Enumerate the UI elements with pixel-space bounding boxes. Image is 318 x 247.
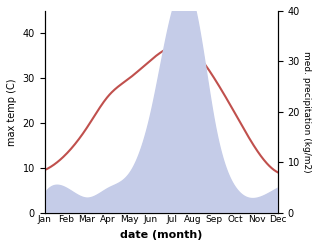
Y-axis label: med. precipitation (kg/m2): med. precipitation (kg/m2): [302, 51, 311, 173]
Y-axis label: max temp (C): max temp (C): [7, 78, 17, 145]
X-axis label: date (month): date (month): [120, 230, 203, 240]
